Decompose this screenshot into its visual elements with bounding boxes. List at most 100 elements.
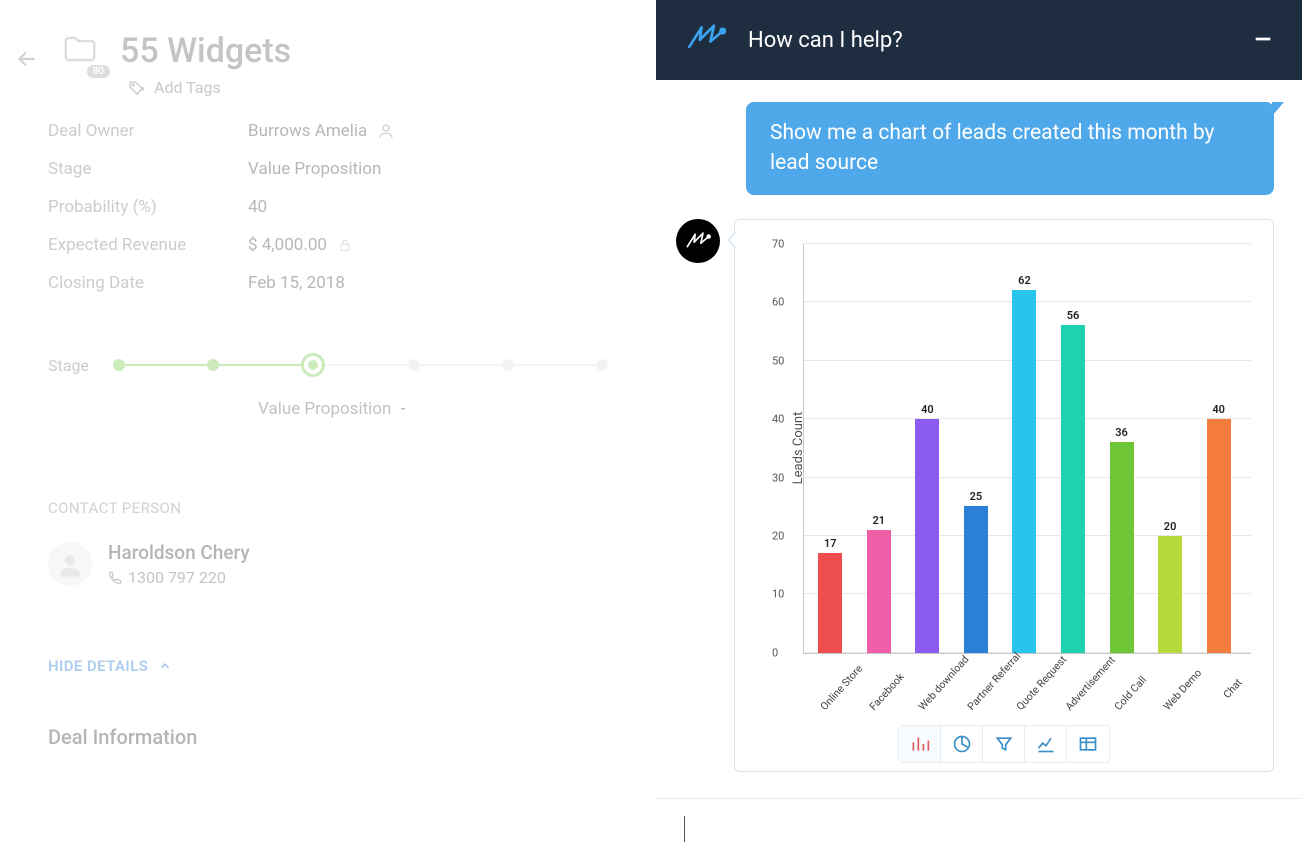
filter-icon <box>994 734 1014 754</box>
back-arrow-icon[interactable] <box>14 46 40 76</box>
bar[interactable]: 17 <box>811 537 849 653</box>
x-tick-label: Partner Referral <box>964 676 999 713</box>
bar-chart-icon <box>910 734 930 754</box>
y-tick-label: 20 <box>772 530 784 543</box>
bar-rect <box>1012 290 1036 653</box>
pie-chart-icon <box>952 734 972 754</box>
chat-header-title: How can I help? <box>748 28 1232 53</box>
stage-value: Value Proposition <box>248 159 381 179</box>
folder-badge: 80 <box>87 65 110 78</box>
y-tick-label: 30 <box>772 471 784 484</box>
y-tick-label: 40 <box>772 413 784 426</box>
y-tick-label: 10 <box>772 588 784 601</box>
bar-rect <box>1207 419 1231 653</box>
stage-dot[interactable] <box>502 359 514 371</box>
x-tick-label: Web Demo <box>1161 676 1196 713</box>
bot-avatar-icon <box>676 219 720 263</box>
chat-header: How can I help? <box>656 0 1302 80</box>
chevron-up-icon <box>158 659 172 673</box>
line-chart-button[interactable] <box>1025 726 1067 762</box>
stage-label: Stage <box>48 159 248 179</box>
bar[interactable]: 25 <box>957 490 995 652</box>
bar-rect <box>1158 536 1182 653</box>
stage-tracker[interactable]: Stage <box>48 353 608 377</box>
chat-input[interactable] <box>685 818 1274 839</box>
minimize-icon <box>1252 28 1274 50</box>
bar-rect <box>915 419 939 653</box>
y-tick-label: 50 <box>772 354 784 367</box>
page-title: 55 Widgets <box>120 31 291 71</box>
line-chart-icon <box>1036 734 1056 754</box>
chevron-down-icon <box>397 403 409 415</box>
bar-value-label: 20 <box>1164 520 1177 533</box>
x-tick-label: Chat <box>1210 676 1245 713</box>
bar[interactable]: 56 <box>1054 309 1092 653</box>
contact-section-label: CONTACT PERSON <box>48 499 608 517</box>
bar[interactable]: 62 <box>1005 274 1043 653</box>
phone-icon <box>108 571 122 585</box>
filter-button[interactable] <box>983 726 1025 762</box>
tag-icon <box>128 79 146 97</box>
bar-chart: Leads Count 0102030405060701721402562563… <box>803 244 1251 654</box>
x-tick-label: Advertisement <box>1063 676 1098 713</box>
bar-rect <box>1110 442 1134 653</box>
minimize-button[interactable] <box>1252 24 1274 57</box>
stage-dot[interactable] <box>408 359 420 371</box>
chart-card: Leads Count 0102030405060701721402562563… <box>734 219 1274 772</box>
expected-revenue-label: Expected Revenue <box>48 235 248 255</box>
chat-input-area[interactable] <box>656 798 1302 858</box>
stage-dot[interactable] <box>113 359 125 371</box>
x-tick-label: Cold Call <box>1112 676 1147 713</box>
x-tick-label: Quote Request <box>1014 676 1049 713</box>
deal-information-heading: Deal Information <box>48 725 608 749</box>
chat-body: Show me a chart of leads created this mo… <box>656 80 1302 798</box>
folder-icon: 80 <box>58 30 102 72</box>
x-tick-label: Facebook <box>866 676 901 713</box>
bar-value-label: 17 <box>824 537 837 550</box>
x-axis-labels: Online StoreFacebookWeb downloadPartner … <box>803 658 1245 671</box>
contact-phone: 1300 797 220 <box>128 568 226 587</box>
bar-value-label: 62 <box>1018 274 1031 287</box>
table-icon <box>1078 734 1098 754</box>
deal-owner-value: Burrows Amelia <box>248 121 367 141</box>
bar-rect <box>964 506 988 652</box>
closing-date-label: Closing Date <box>48 273 248 293</box>
add-tags-label: Add Tags <box>154 78 221 97</box>
y-tick-label: 0 <box>772 646 778 659</box>
bar-value-label: 40 <box>921 403 934 416</box>
stage-tracker-label: Stage <box>48 356 89 375</box>
zia-logo-icon <box>684 20 728 60</box>
stage-dot[interactable] <box>596 359 608 371</box>
bar[interactable]: 20 <box>1151 520 1189 653</box>
bar-chart-button[interactable] <box>899 726 941 762</box>
bar-value-label: 40 <box>1212 403 1225 416</box>
lock-icon <box>337 237 353 253</box>
add-tags-button[interactable]: Add Tags <box>128 78 608 97</box>
hide-details-toggle[interactable]: HIDE DETAILS <box>48 657 608 675</box>
assistant-panel: How can I help? Show me a chart of leads… <box>656 0 1302 858</box>
bar[interactable]: 40 <box>908 403 946 653</box>
bar[interactable]: 36 <box>1103 426 1141 653</box>
bar-value-label: 36 <box>1115 426 1128 439</box>
stage-select-value: Value Proposition <box>258 399 391 419</box>
y-tick-label: 70 <box>772 237 784 250</box>
table-button[interactable] <box>1067 726 1109 762</box>
contact-person[interactable]: Haroldson Chery 1300 797 220 <box>48 541 608 587</box>
stage-dot[interactable] <box>207 359 219 371</box>
bar[interactable]: 21 <box>860 514 898 653</box>
stage-select[interactable]: Value Proposition <box>258 399 608 419</box>
bar-rect <box>818 553 842 653</box>
x-tick-label: Online Store <box>817 676 852 713</box>
deal-owner-label: Deal Owner <box>48 121 248 141</box>
pie-chart-button[interactable] <box>941 726 983 762</box>
probability-label: Probability (%) <box>48 197 248 217</box>
bar[interactable]: 40 <box>1200 403 1238 653</box>
expected-revenue-value: $ 4,000.00 <box>248 235 327 255</box>
user-message-text: Show me a chart of leads created this mo… <box>770 121 1215 175</box>
x-tick-label: Web download <box>915 676 950 713</box>
y-tick-label: 60 <box>772 296 784 309</box>
bar-value-label: 56 <box>1067 309 1080 322</box>
user-message-bubble: Show me a chart of leads created this mo… <box>746 102 1274 195</box>
deal-detail-panel: 80 55 Widgets Add Tags Deal Owner Burrow… <box>0 0 656 858</box>
stage-dot-current[interactable] <box>301 353 325 377</box>
